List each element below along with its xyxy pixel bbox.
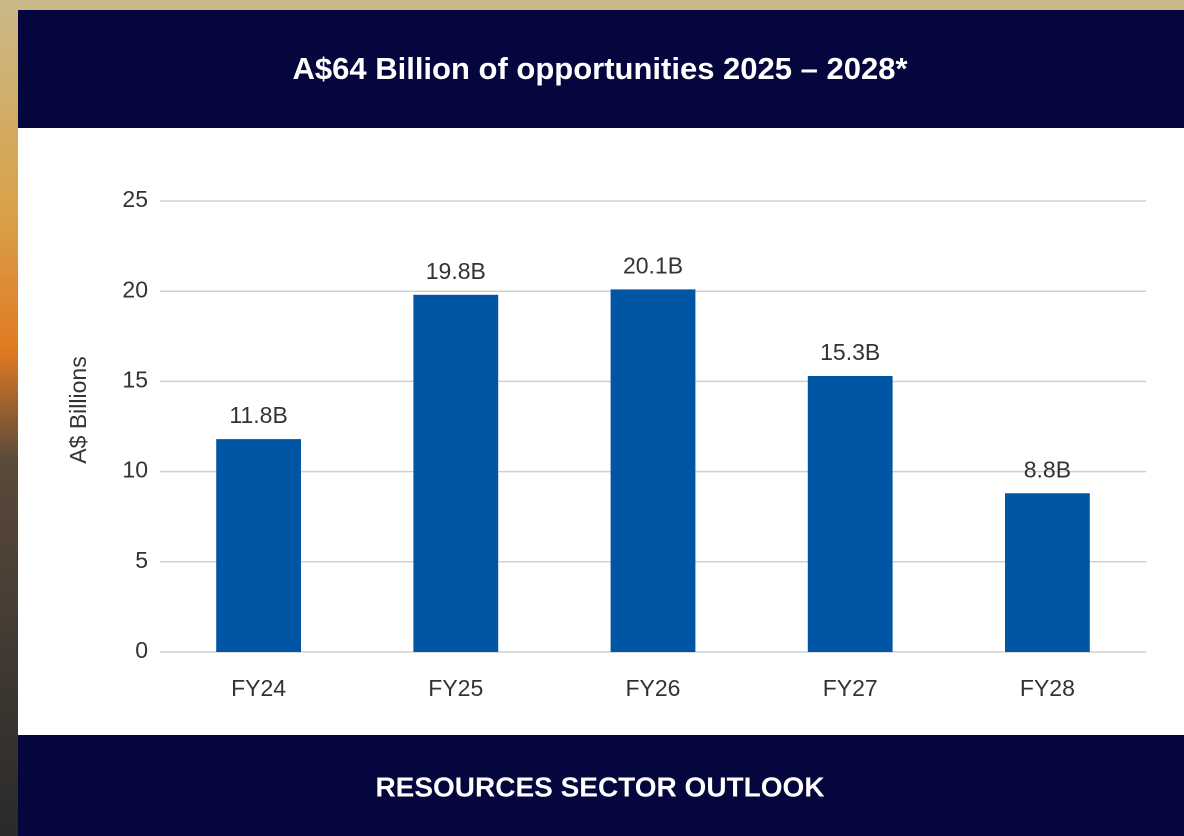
bar	[216, 439, 301, 652]
x-tick-label: FY28	[1020, 675, 1075, 701]
footer-title: RESOURCES SECTOR OUTLOOK	[375, 771, 824, 802]
value-label: 20.1B	[623, 252, 683, 278]
y-tick-label: 25	[122, 186, 148, 212]
y-tick-label: 15	[122, 366, 148, 392]
bar	[1005, 493, 1090, 652]
y-tick-label: 0	[135, 637, 148, 663]
bar	[413, 294, 499, 652]
x-tick-label: FY27	[823, 675, 878, 701]
value-label: 15.3B	[820, 339, 880, 365]
chart-panel	[18, 128, 1184, 735]
bar	[807, 375, 893, 652]
value-label: 11.8B	[229, 402, 287, 428]
y-tick-label: 5	[135, 547, 148, 573]
x-tick-label: FY25	[428, 675, 483, 701]
header-band	[18, 10, 1184, 128]
x-tick-label: FY24	[231, 675, 286, 701]
chart-title: A$64 Billion of opportunities 2025 – 202…	[292, 51, 908, 86]
y-axis-label: A$ Billions	[65, 356, 91, 463]
value-label: 19.8B	[426, 258, 486, 284]
y-tick-label: 20	[122, 276, 148, 302]
y-tick-label: 10	[122, 457, 148, 483]
bar	[610, 289, 696, 652]
footer-band	[18, 735, 1184, 836]
value-label: 8.8B	[1024, 456, 1071, 482]
x-tick-label: FY26	[626, 675, 681, 701]
